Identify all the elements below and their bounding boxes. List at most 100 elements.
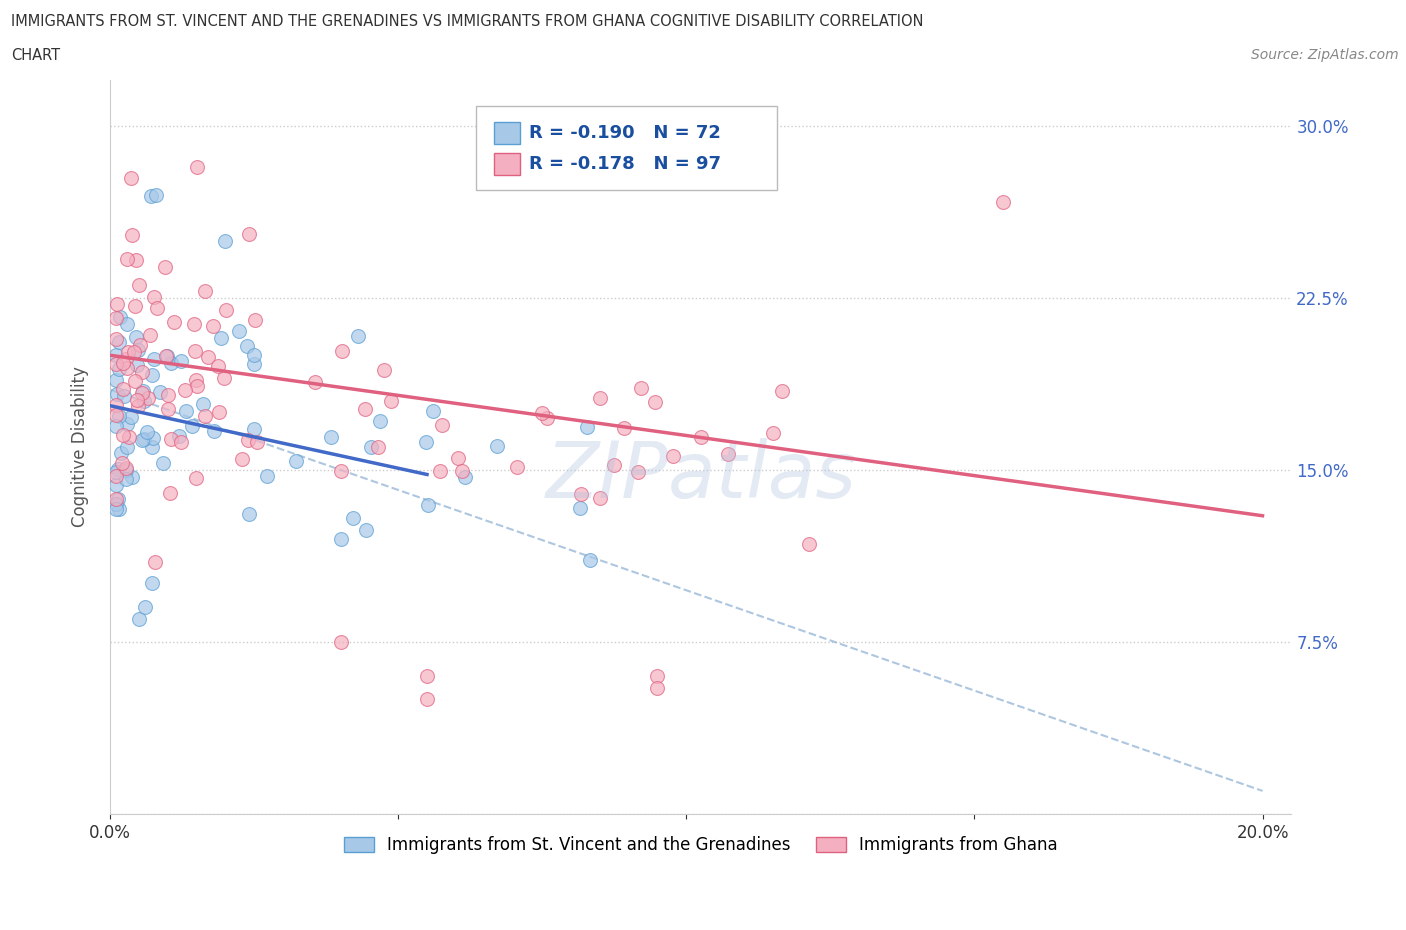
Point	[770, 384, 793, 399]
Point	[243, 347, 266, 362]
Point	[208, 405, 231, 419]
Point	[215, 302, 238, 317]
Point	[236, 339, 259, 353]
Point	[589, 391, 612, 405]
Point	[214, 371, 236, 386]
Point	[104, 501, 127, 516]
Point	[149, 385, 172, 400]
Point	[360, 440, 382, 455]
Point	[141, 576, 163, 591]
Bar	[494, 122, 520, 144]
Point	[127, 399, 149, 414]
Point	[159, 432, 181, 446]
Point	[142, 431, 165, 445]
Point	[228, 324, 250, 339]
Point	[194, 408, 217, 423]
Point	[145, 187, 167, 202]
Point	[124, 345, 146, 360]
Point	[134, 600, 156, 615]
Point	[104, 407, 127, 422]
Point	[125, 357, 148, 372]
Point	[531, 405, 554, 420]
Point	[124, 253, 146, 268]
Point	[138, 327, 160, 342]
Point	[347, 329, 370, 344]
Point	[136, 391, 159, 405]
Point	[141, 189, 163, 204]
Point	[120, 170, 142, 185]
Point	[373, 363, 395, 378]
Point	[118, 430, 141, 445]
Point	[167, 429, 190, 444]
Text: Source: ZipAtlas.com: Source: ZipAtlas.com	[1251, 48, 1399, 62]
Point	[142, 290, 165, 305]
Point	[451, 463, 474, 478]
Point	[486, 439, 509, 454]
Point	[243, 357, 266, 372]
Point	[644, 394, 666, 409]
Point	[125, 329, 148, 344]
Point	[159, 355, 181, 370]
FancyBboxPatch shape	[477, 106, 778, 190]
Point	[159, 485, 181, 500]
Point	[569, 500, 592, 515]
Point	[110, 445, 132, 460]
Point	[112, 355, 135, 370]
Point	[319, 430, 342, 445]
Point	[246, 434, 269, 449]
Point	[105, 418, 128, 433]
Point	[115, 463, 138, 478]
Point	[152, 456, 174, 471]
Point	[342, 511, 364, 525]
Point	[112, 381, 135, 396]
Point	[415, 434, 437, 449]
Point	[146, 300, 169, 315]
Point	[104, 348, 127, 363]
Point	[454, 470, 477, 485]
Point	[304, 375, 326, 390]
Point	[108, 502, 131, 517]
Point	[108, 362, 131, 377]
Point	[762, 425, 785, 440]
Point	[416, 669, 439, 684]
Point	[536, 410, 558, 425]
Point	[354, 523, 377, 538]
Point	[186, 471, 208, 485]
Point	[380, 393, 402, 408]
Point	[330, 344, 353, 359]
Point	[613, 420, 636, 435]
Point	[141, 367, 163, 382]
Point	[104, 311, 127, 325]
Point	[797, 537, 820, 551]
Point	[993, 194, 1015, 209]
Point	[121, 470, 143, 485]
Point	[430, 418, 453, 432]
Point	[689, 430, 711, 445]
Point	[142, 352, 165, 366]
Point	[429, 464, 451, 479]
Point	[104, 491, 127, 506]
Y-axis label: Cognitive Disability: Cognitive Disability	[72, 366, 89, 527]
Point	[207, 358, 229, 373]
Point	[153, 259, 176, 274]
Point	[131, 386, 153, 401]
Point	[104, 469, 127, 484]
Point	[354, 402, 377, 417]
Point	[367, 439, 389, 454]
Point	[132, 383, 155, 398]
Point	[104, 464, 127, 479]
Point	[416, 692, 439, 707]
Point	[128, 612, 150, 627]
Point	[174, 404, 197, 418]
Point	[105, 297, 128, 312]
Point	[243, 421, 266, 436]
Point	[647, 669, 669, 684]
Point	[231, 452, 253, 467]
Point	[647, 680, 669, 695]
Point	[112, 389, 135, 404]
Point	[238, 227, 260, 242]
Text: IMMIGRANTS FROM ST. VINCENT AND THE GRENADINES VS IMMIGRANTS FROM GHANA COGNITIV: IMMIGRANTS FROM ST. VINCENT AND THE GREN…	[11, 14, 924, 29]
Point	[131, 365, 153, 379]
Point	[238, 507, 260, 522]
Point	[115, 440, 138, 455]
